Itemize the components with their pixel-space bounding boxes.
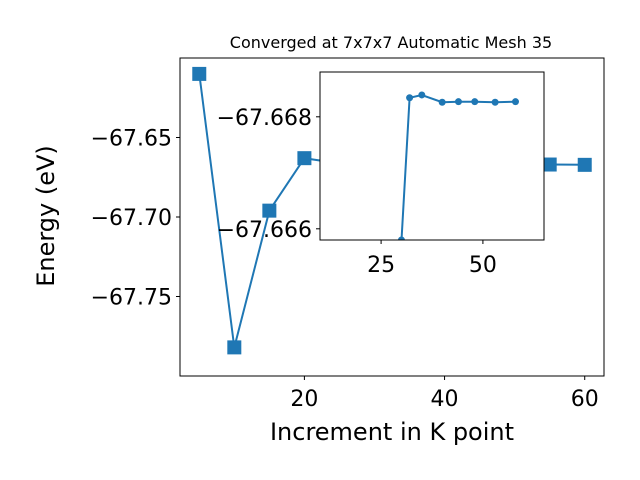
- inset-background: [320, 72, 544, 240]
- main-y-tick-label: −67.75: [91, 286, 172, 311]
- main-x-ticks: 20 40 60: [290, 376, 599, 412]
- inset-data-point: [406, 94, 414, 102]
- y-axis-label: Energy (eV): [32, 145, 60, 287]
- inset-axes-frame: [319, 71, 545, 241]
- main-y-tick-label: −67.70: [91, 206, 172, 231]
- main-x-tick-label: 20: [290, 387, 318, 412]
- main-data-point: [577, 157, 592, 172]
- inset-data-point: [471, 98, 479, 106]
- main-y-tick-label: −67.65: [91, 127, 172, 152]
- inset-y-tick-label: −67.668: [217, 106, 312, 131]
- inset-data-point: [511, 98, 519, 106]
- main-data-point: [297, 151, 312, 166]
- inset-plot-area: [397, 91, 519, 240]
- chart-title: Converged at 7x7x7 Automatic Mesh 35: [230, 33, 552, 52]
- inset-axes: 25 50 −67.668 −67.666: [217, 71, 545, 278]
- main-data-point: [262, 203, 277, 218]
- inset-data-point: [438, 98, 446, 106]
- main-x-tick-label: 40: [431, 387, 459, 412]
- main-data-point: [227, 340, 242, 355]
- inset-x-tick-label: 50: [469, 253, 497, 278]
- inset-data-point: [418, 91, 426, 99]
- main-data-point: [542, 157, 557, 172]
- inset-data-point: [491, 98, 499, 106]
- main-x-tick-label: 60: [571, 387, 599, 412]
- inset-y-tick-label: −67.666: [217, 218, 312, 243]
- x-axis-label: Increment in K point: [270, 418, 514, 446]
- inset-x-tick-label: 25: [367, 253, 395, 278]
- inset-data-point: [454, 98, 462, 106]
- inset-data-point: [397, 236, 405, 240]
- inset-x-ticks: 25 50: [367, 240, 497, 278]
- inset-y-ticks: −67.668 −67.666: [217, 106, 320, 243]
- main-y-ticks: −67.65 −67.70 −67.75: [91, 127, 180, 311]
- main-data-point: [192, 66, 207, 81]
